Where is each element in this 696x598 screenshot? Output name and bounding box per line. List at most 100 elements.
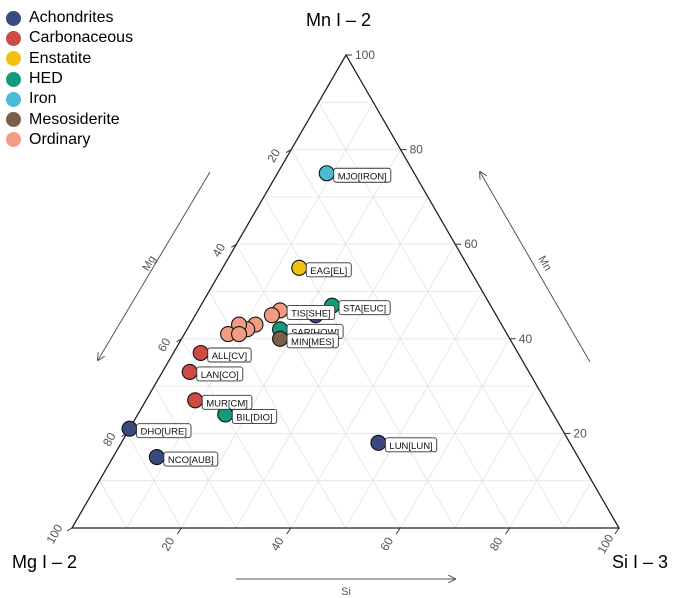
grid-line-si [235,196,429,529]
point-label: EAG[EL] [305,262,352,278]
legend-swatch [6,51,21,67]
point-label-box [286,333,339,349]
grid-line-si [399,338,511,529]
grid-line-mg [318,102,565,529]
axis-title-right: Mn [536,254,554,273]
legend-item: Iron [6,89,133,109]
legend-item: HED [6,69,133,89]
point-label-box [196,366,244,382]
point-label-text: SAR[HOW] [291,327,339,338]
tick-mark-si [395,527,401,535]
legend-swatch [6,91,21,107]
legend-label: Ordinary [29,130,91,148]
tick-mark-si [286,527,292,535]
mg-axis-arrow [98,171,211,360]
point-label-text: TIS[SHE] [291,308,331,319]
tick-label-mg: 60 [155,335,174,354]
tick-label-mg: 100 [43,522,65,547]
legend-item: Enstatite [6,49,133,69]
tick-label-si: 40 [268,534,287,553]
tick-label-mn: 40 [519,332,533,346]
tick-label-mn: 20 [573,426,587,440]
point-iron [318,165,335,182]
point-label-box [207,347,252,363]
tick-label-mg: 80 [100,430,119,449]
legend-label: Achondrites [29,9,114,27]
triangle-frame [70,53,621,529]
point-label-text: ALL[CV] [212,351,247,362]
point-label-text: MIN[MES] [291,337,334,348]
point-carbonaceous [187,392,204,409]
point-label: ALL[CV] [207,347,252,363]
point-carbonaceous [181,363,198,380]
point-label-text: DHO[URE] [141,427,187,438]
grid-line-si [509,433,565,529]
grid-line-si [563,480,593,529]
tick-label-si: 60 [377,534,396,553]
point-label: MIN[MES] [286,333,339,349]
point-label: LAN[CO] [196,366,244,382]
point-label-box [136,423,192,439]
vertex-label-left: Mg I – 2 [12,552,78,572]
vertex-label-right: Si I – 3 [612,552,669,572]
point-label: BIL[DIO] [231,409,278,424]
tick-mark-mg [231,243,237,248]
legend-swatch [6,30,21,46]
tick-label-mg: 40 [210,241,229,260]
point-label-text: BIL[DIO] [236,412,272,423]
point-label-box [384,437,438,453]
point-label: NCO[AUB] [163,451,219,467]
point-ordinary [263,307,280,324]
point-mesosiderite [272,330,289,347]
grid-line-si [454,385,538,529]
legend-item: Mesosiderite [6,109,133,129]
point-label: MUR[CM] [201,394,253,410]
point-label: DHO[URE] [136,423,192,439]
point-label-text: LAN[CO] [201,370,239,381]
legend-item: Achondrites [6,8,133,28]
point-label-box [163,451,219,467]
legend-swatch [6,132,21,148]
point-label-text: NCO[AUB] [168,455,214,466]
tick-mark-si [176,527,182,535]
legend-swatch [6,112,21,128]
axis-title-bottom: Si [341,586,351,598]
legend-label: HED [29,70,63,88]
axis-title-left: Mg [140,254,158,273]
tick-mark-mg [66,527,73,532]
legend-label: Carbonaceous [29,29,134,47]
tick-label-mg: 20 [264,146,283,165]
legend-item: Carbonaceous [6,28,133,48]
tick-label-si: 80 [487,534,506,553]
point-label-box [286,304,336,320]
tick-mark-mg [176,338,182,343]
point-label: MJO[IRON] [333,167,392,183]
point-label-text: EAG[EL] [310,266,347,277]
point-label: LUN[LUN] [384,437,438,453]
point-enstatite [291,259,308,276]
tick-label-mn: 100 [355,48,375,62]
tick-mark-si [505,527,511,535]
point-label-box [201,394,253,410]
legend: Achondrites Carbonaceous Enstatite HED Iron M… [6,8,133,150]
legend-label: Enstatite [29,49,92,67]
point-carbonaceous [192,344,209,362]
point-achondrites [370,434,387,451]
point-label-box [338,300,391,316]
point-label-text: LUN[LUN] [389,441,432,452]
point-achondrites [121,420,138,437]
tick-label-mn: 80 [410,143,424,157]
point-label: TIS[SHE] [286,304,336,320]
point-achondrites [148,448,165,466]
triangle-outline [70,53,621,529]
tick-mark-si [614,527,620,535]
legend-swatch [6,10,21,26]
grid-line-si [345,291,483,529]
point-label-text: MUR[CM] [206,398,248,409]
tick-mark-mg [285,149,292,154]
point-label: STA[EUC] [338,300,391,316]
axis-arrows: Mg Mn Si [98,171,591,598]
grid-line-mg [126,433,182,529]
